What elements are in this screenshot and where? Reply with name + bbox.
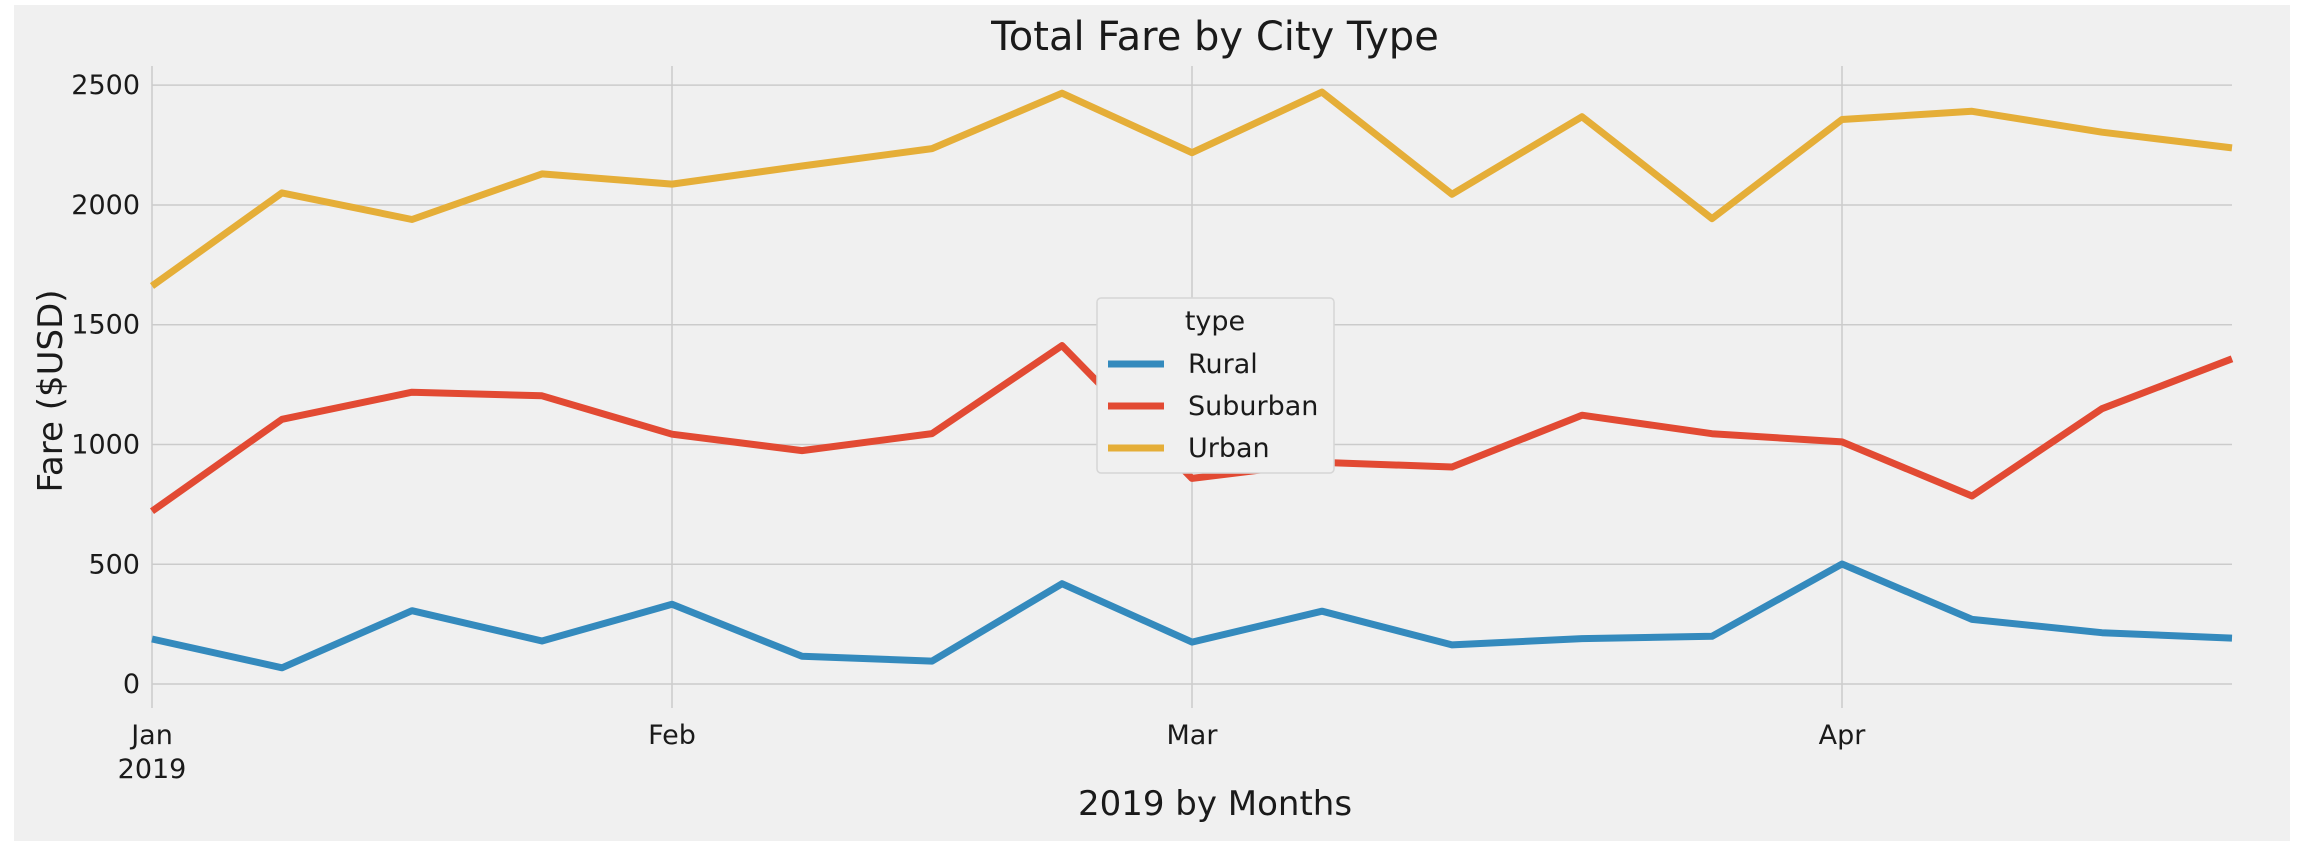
y-tick-label: 2000 <box>71 190 140 221</box>
legend-label-urban: Urban <box>1188 433 1270 464</box>
y-tick-label: 1000 <box>71 429 140 460</box>
x-tick-label: Jan <box>129 720 173 751</box>
x-tick-label: Apr <box>1819 720 1867 751</box>
x-tick-sublabel: 2019 <box>118 754 187 785</box>
y-tick-label: 500 <box>88 549 140 580</box>
y-tick-label: 2500 <box>71 70 140 101</box>
y-axis-label: Fare ($USD) <box>31 289 71 492</box>
y-tick-label: 0 <box>123 669 140 700</box>
legend: type Rural Suburban Urban <box>1096 297 1335 474</box>
chart-title: Total Fare by City Type <box>990 14 1439 60</box>
series-layer <box>149 88 2234 672</box>
y-tick-label: 1500 <box>71 310 140 341</box>
series-line-urban <box>149 88 2233 289</box>
legend-label-rural: Rural <box>1188 349 1258 380</box>
x-tick-label: Mar <box>1167 720 1219 751</box>
legend-box <box>1096 297 1335 474</box>
legend-label-suburban: Suburban <box>1188 391 1318 422</box>
x-tick-label: Feb <box>648 720 696 751</box>
legend-title: type <box>1185 306 1245 337</box>
series-line-rural <box>151 560 2233 672</box>
series-line-suburban <box>149 342 2234 515</box>
x-axis-label: 2019 by Months <box>1078 784 1352 824</box>
